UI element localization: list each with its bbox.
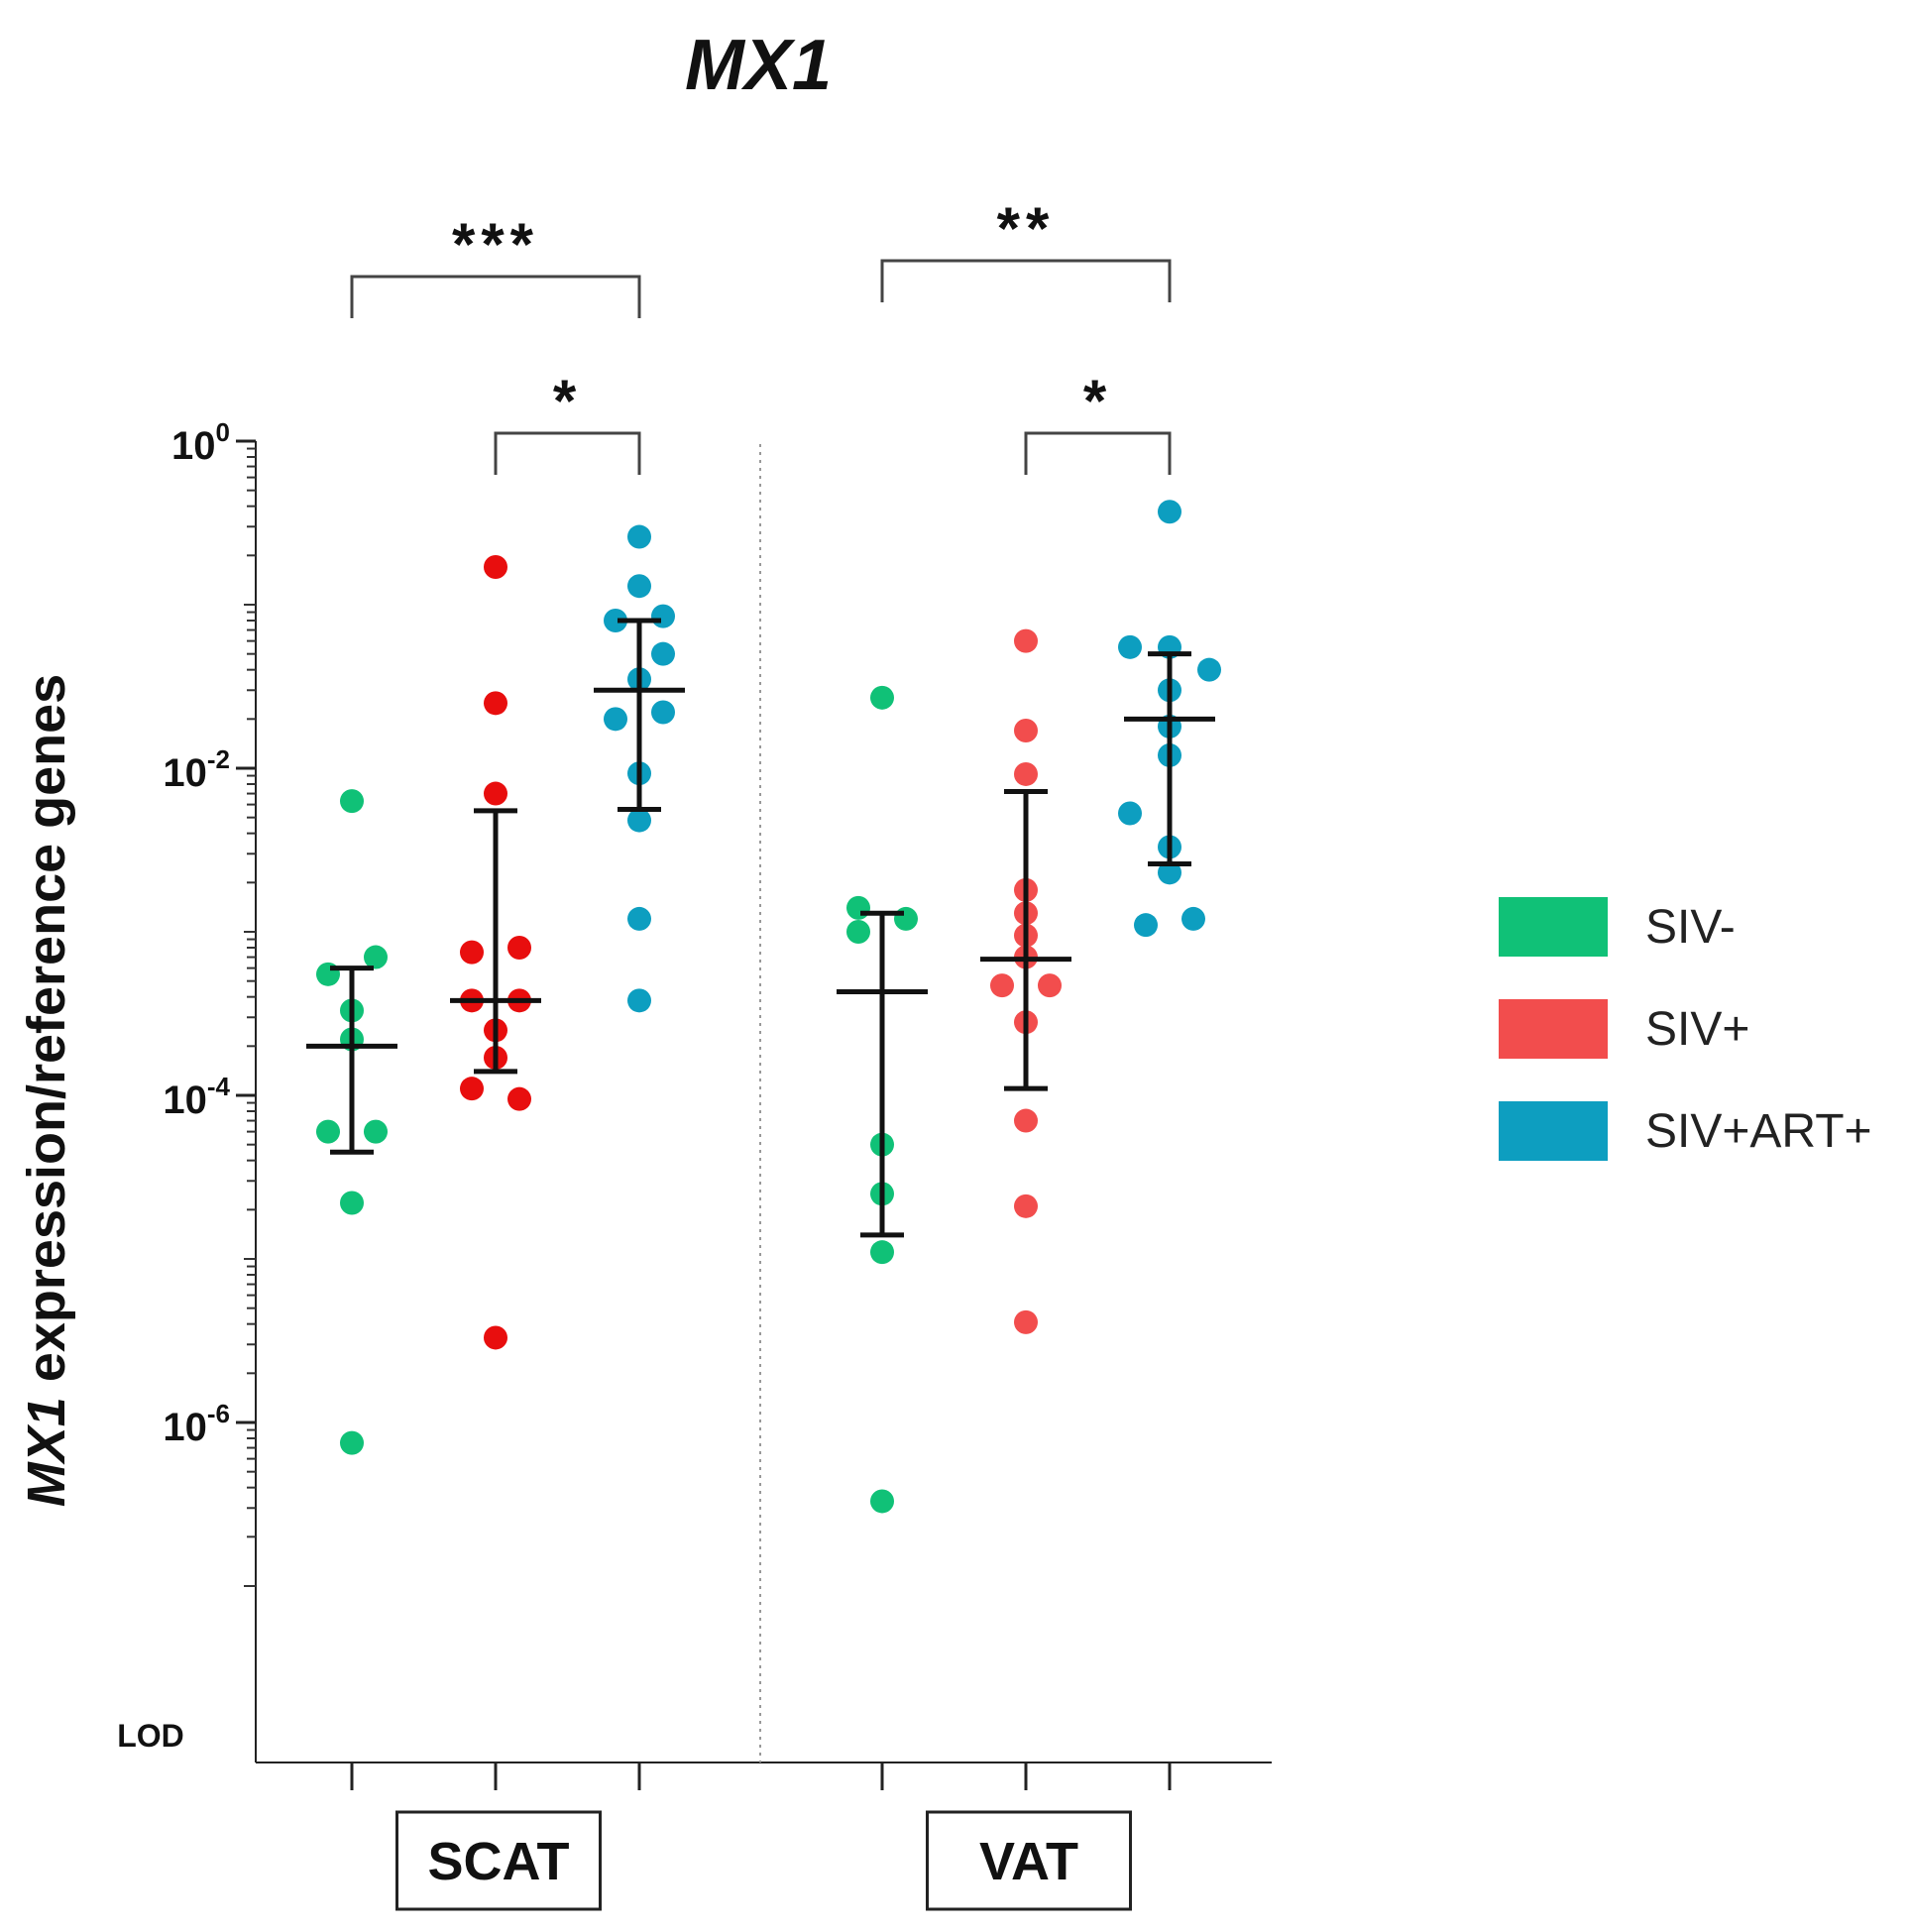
y-tick-base: 10 — [171, 424, 216, 468]
y-tick-base: 10 — [163, 1079, 207, 1122]
data-point — [364, 945, 388, 969]
legend-swatch — [1499, 1101, 1608, 1161]
data-point — [627, 808, 651, 833]
x-axis: SCAT VAT — [256, 1762, 1272, 1911]
group-label-box — [926, 1810, 1132, 1911]
y-tick-exponent: -2 — [207, 744, 230, 774]
data-point — [894, 906, 918, 931]
y-tick-exponent: -6 — [207, 1399, 230, 1428]
data-point — [316, 1119, 340, 1144]
data-point — [1014, 1108, 1038, 1133]
y-tick-label: 10-6 — [163, 1399, 230, 1449]
data-point — [484, 554, 507, 579]
data-point — [627, 574, 651, 599]
data-point — [651, 641, 675, 666]
data-point — [1014, 761, 1038, 786]
group-label-box — [395, 1810, 602, 1911]
data-point — [1118, 801, 1142, 826]
data-point — [340, 789, 364, 814]
data-point — [627, 524, 651, 549]
significance-bracket — [880, 259, 1172, 302]
significance-bracket — [350, 275, 641, 318]
significance-label: *** — [452, 211, 539, 278]
data-point — [484, 781, 507, 806]
data-point — [627, 988, 651, 1013]
significance-label: ** — [997, 195, 1056, 262]
data-point — [1014, 1309, 1038, 1334]
significance-bracket — [1024, 431, 1172, 475]
error-bars — [306, 618, 1215, 1238]
data-point — [1158, 500, 1181, 524]
legend-label: SIV- — [1645, 901, 1736, 954]
y-axis-label: MX1 expression/reference genes — [17, 674, 76, 1507]
data-point — [1014, 628, 1038, 653]
data-point — [1134, 913, 1158, 938]
y-tick-label: 10-2 — [163, 744, 230, 795]
y-tick-exponent: 0 — [216, 417, 230, 447]
data-point — [340, 1191, 364, 1215]
significance-bracket — [494, 431, 641, 475]
data-point — [651, 700, 675, 725]
y-axis-label-gene: MX1 — [17, 1397, 76, 1507]
data-point — [846, 895, 870, 920]
data-point — [846, 920, 870, 944]
data-point — [604, 707, 627, 732]
chart-title: MX1 — [685, 26, 832, 105]
data-point — [1197, 657, 1221, 682]
data-point — [870, 1240, 894, 1265]
lod-label: LOD — [117, 1718, 184, 1754]
y-tick-label: 100 — [171, 417, 230, 468]
data-point — [990, 973, 1014, 998]
data-point — [651, 604, 675, 628]
data-point — [460, 1077, 484, 1101]
data-point — [1158, 860, 1181, 885]
legend-label: SIV+ART+ — [1645, 1105, 1872, 1158]
significance-brackets: ******* — [350, 195, 1172, 475]
y-tick-base: 10 — [163, 1406, 207, 1449]
data-point — [484, 1325, 507, 1350]
y-tick-label: 10-4 — [163, 1072, 230, 1122]
data-point — [1014, 718, 1038, 742]
data-point — [507, 935, 531, 960]
data-point — [340, 1430, 364, 1455]
y-tick-base: 10 — [163, 751, 207, 795]
data-point — [484, 691, 507, 716]
legend-swatch — [1499, 897, 1608, 957]
data-point — [604, 608, 627, 632]
significance-label: * — [553, 368, 582, 434]
data-point — [1181, 906, 1205, 931]
data-point — [1118, 634, 1142, 659]
legend-label: SIV+ — [1645, 1003, 1749, 1056]
legend: SIV- SIV+ SIV+ART+ — [1499, 897, 1872, 1161]
legend-swatch — [1499, 999, 1608, 1059]
significance-label: * — [1083, 368, 1112, 434]
y-tick-exponent: -4 — [207, 1072, 231, 1101]
data-points — [316, 500, 1221, 1514]
group-label: VAT — [979, 1832, 1078, 1891]
data-point — [627, 906, 651, 931]
data-point — [870, 1489, 894, 1514]
data-point — [460, 940, 484, 965]
data-point — [1038, 973, 1062, 998]
y-axis-label-text: expression/reference genes — [17, 674, 76, 1397]
data-point — [364, 1119, 388, 1144]
data-point — [1014, 1193, 1038, 1218]
data-point — [507, 1086, 531, 1111]
data-point — [870, 685, 894, 710]
group-label: SCAT — [428, 1832, 570, 1891]
